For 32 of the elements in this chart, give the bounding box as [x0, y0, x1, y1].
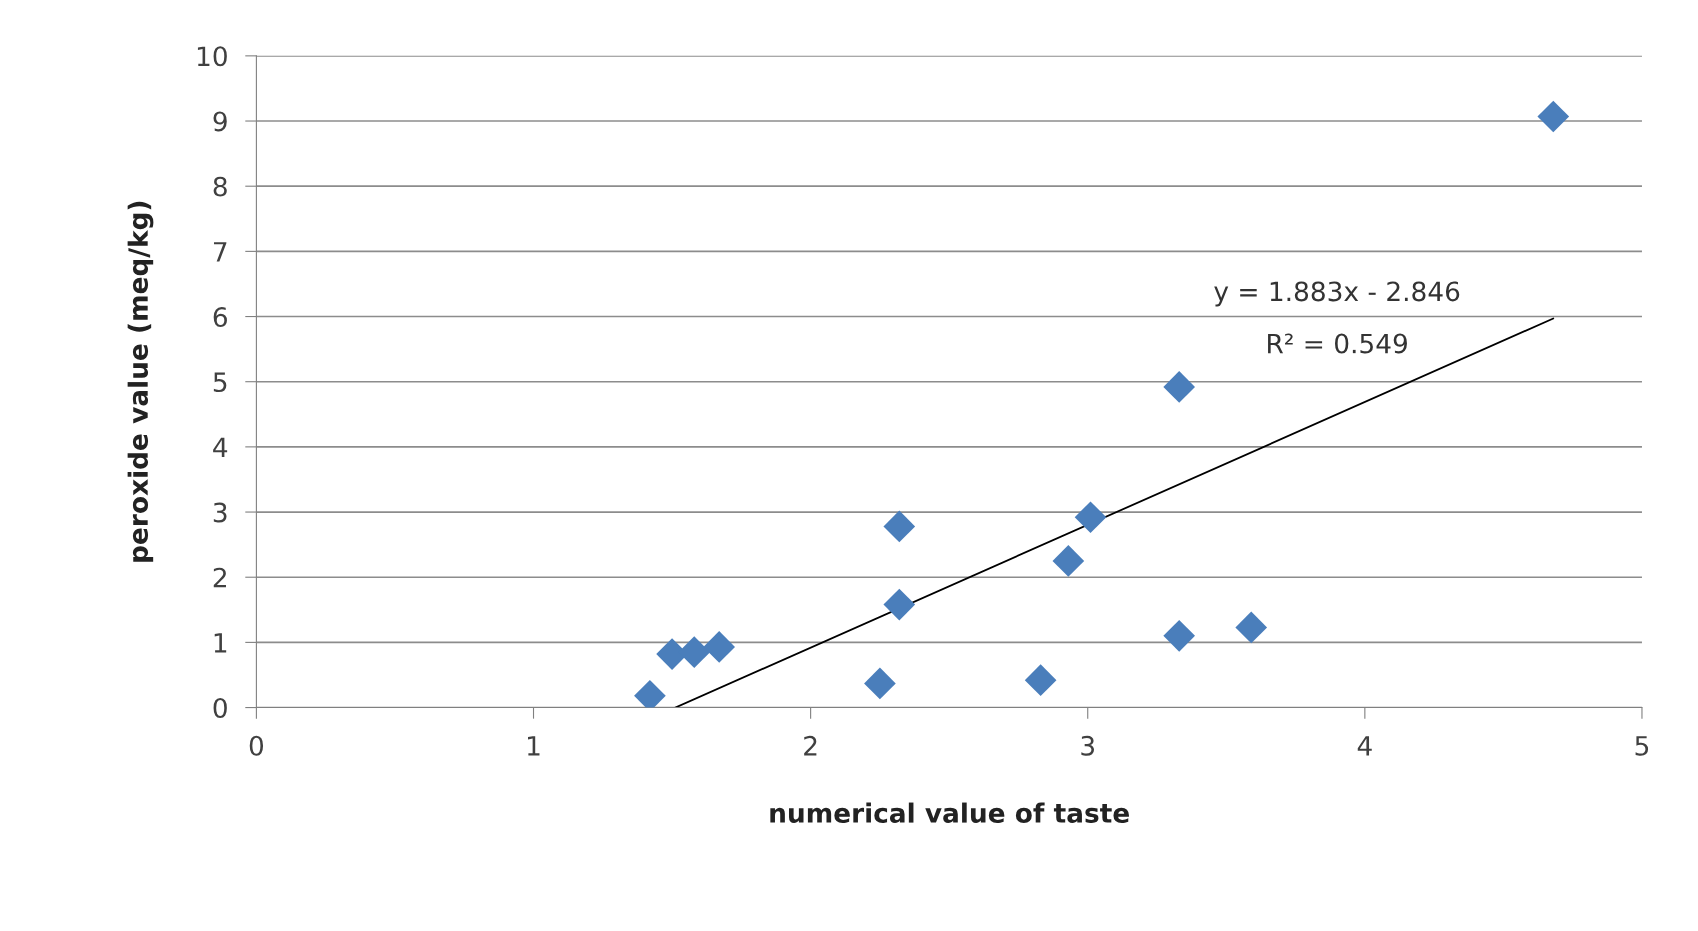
annotation: y = 1.883x - 2.846	[1214, 281, 1460, 307]
point	[864, 667, 896, 700]
y-tick-label: 9	[213, 111, 227, 132]
x-tick-label: 3	[1081, 735, 1095, 756]
point	[883, 510, 916, 543]
point	[1163, 620, 1196, 652]
x-axis-title: numerical value of taste	[770, 802, 1129, 823]
point	[1024, 664, 1057, 697]
x-tick-label: 1	[528, 736, 540, 756]
y-tick-label: 1	[214, 633, 227, 653]
x-tick-label: 5	[1635, 736, 1649, 756]
y-tick-label: 0	[213, 698, 227, 718]
point	[1052, 545, 1085, 577]
y-tick-label: 3	[213, 502, 227, 523]
point	[1163, 371, 1196, 403]
x-tick-label: 0	[249, 735, 264, 756]
y-tick-label: 8	[213, 176, 227, 197]
y-tick-label: 10	[197, 46, 227, 67]
y-tick-label: 4	[213, 437, 228, 457]
point	[1537, 100, 1570, 133]
y-axis-title: peroxide value (meq/kg)	[127, 201, 154, 562]
point	[703, 631, 736, 663]
y-tick-label: 5	[213, 372, 227, 393]
y-tick-label: 6	[213, 306, 227, 327]
point	[1074, 501, 1107, 534]
x-tick-label: 2	[804, 735, 817, 756]
point	[1235, 611, 1268, 644]
point	[883, 588, 916, 621]
y-tick-label: 2	[213, 567, 226, 588]
annotation: R² = 0.549	[1268, 333, 1407, 354]
y-tick-label: 7	[213, 242, 227, 262]
x-tick-label: 4	[1357, 736, 1372, 756]
